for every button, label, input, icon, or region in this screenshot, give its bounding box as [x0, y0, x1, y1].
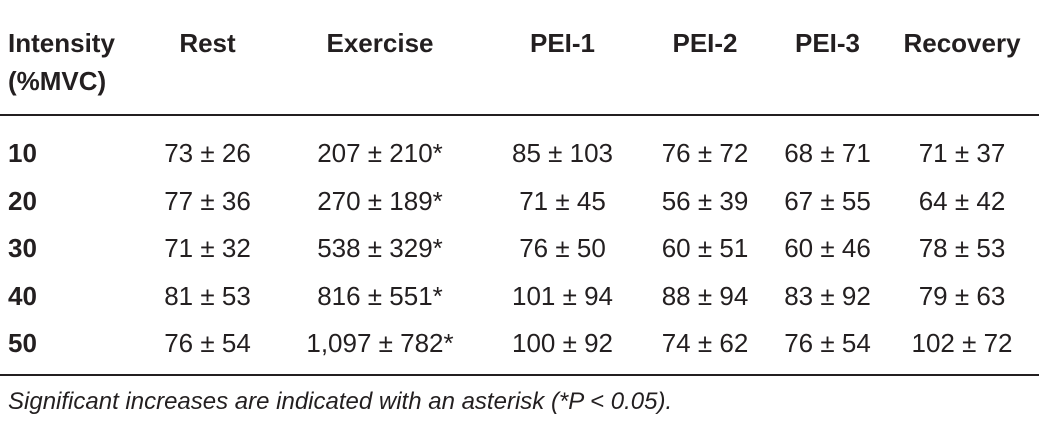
row-label: 30 — [8, 233, 37, 264]
table-cell: 76 ± 50 — [519, 233, 606, 264]
column-header: PEI-3 — [794, 28, 861, 58]
row-label: 40 — [8, 280, 37, 311]
column-header: Rest — [179, 28, 236, 58]
table-row: 40 81 ± 53 816 ± 551* 101 ± 94 88 ± 94 83 ± 9… — [0, 273, 1039, 321]
column-header: Recovery — [903, 28, 1021, 58]
data-table: Intensity (%MVC) Rest Exercise PEI-1 PEI-2 PE… — [0, 18, 1039, 376]
table-row: 50 76 ± 54 1,097 ± 782* 100 ± 92 74 ± 62 76 ±… — [0, 320, 1039, 375]
table-cell: 816 ± 551* — [317, 280, 443, 311]
table-cell: 60 ± 46 — [784, 233, 871, 264]
table-cell: 73 ± 26 — [164, 138, 251, 169]
header-row: Intensity (%MVC) Rest Exercise PEI-1 PEI-2 PE… — [0, 18, 1039, 115]
table-cell: 81 ± 53 — [164, 280, 251, 311]
row-label: 50 — [8, 328, 37, 359]
table-cell: 76 ± 54 — [784, 328, 871, 359]
table-cell: 100 ± 92 — [511, 328, 614, 359]
table-row: 30 71 ± 32 538 ± 329* 76 ± 50 60 ± 51 60 ± 46… — [0, 225, 1039, 273]
table-body: 10 73 ± 26 207 ± 210* 85 ± 103 76 ± 72 68 ± 7… — [0, 115, 1039, 375]
table-cell: 76 ± 54 — [164, 328, 251, 359]
table-cell: 79 ± 63 — [918, 280, 1006, 311]
table-cell: 77 ± 36 — [164, 185, 251, 216]
table-header: Intensity (%MVC) Rest Exercise PEI-1 PEI-2 PE… — [0, 18, 1039, 115]
table-cell: 74 ± 62 — [661, 328, 749, 359]
table-cell: 76 ± 72 — [661, 138, 749, 169]
table-cell: 60 ± 51 — [661, 233, 749, 264]
table-cell: 207 ± 210* — [317, 138, 443, 169]
table-row: 10 73 ± 26 207 ± 210* 85 ± 103 76 ± 72 68 ± 7… — [0, 115, 1039, 178]
table-cell: 85 ± 103 — [511, 138, 614, 169]
table-cell: 1,097 ± 782* — [306, 328, 454, 359]
table-cell: 102 ± 72 — [911, 328, 1013, 359]
table-cell: 68 ± 71 — [784, 138, 871, 169]
table-cell: 270 ± 189* — [317, 185, 443, 216]
column-header: Intensity (%MVC) — [8, 28, 115, 96]
table-cell: 101 ± 94 — [511, 280, 614, 311]
table-cell: 538 ± 329* — [317, 233, 443, 264]
row-label: 10 — [8, 138, 37, 169]
row-label: 20 — [8, 185, 37, 216]
table-cell: 83 ± 92 — [784, 280, 871, 311]
table-cell: 71 ± 45 — [519, 185, 606, 216]
table-cell: 88 ± 94 — [661, 280, 749, 311]
table-cell: 56 ± 39 — [661, 185, 749, 216]
footnote: Significant increases are indicated with… — [8, 388, 673, 415]
column-header: PEI-1 — [529, 28, 596, 58]
column-header: Exercise — [326, 28, 434, 58]
table-cell: 67 ± 55 — [784, 185, 871, 216]
table-cell: 71 ± 37 — [918, 138, 1006, 169]
table-cell: 78 ± 53 — [918, 233, 1006, 264]
table-cell: 71 ± 32 — [164, 233, 251, 264]
table-row: 20 77 ± 36 270 ± 189* 71 ± 45 56 ± 39 67 ± 55… — [0, 178, 1039, 226]
column-header: PEI-2 — [672, 28, 738, 58]
table-cell: 64 ± 42 — [918, 185, 1006, 216]
